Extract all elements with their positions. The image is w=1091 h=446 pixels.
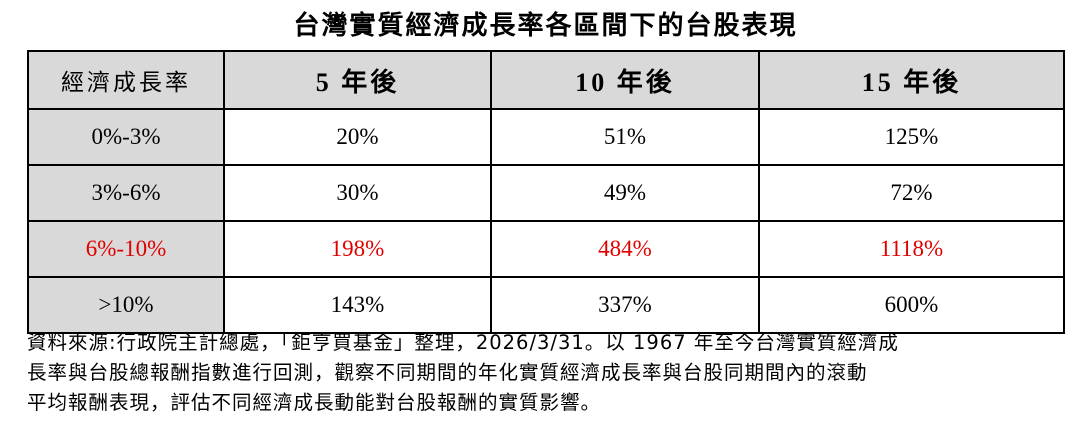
cell-10-year-return: 51% (490, 108, 760, 166)
header-15-years: 15 年後 (758, 50, 1065, 110)
cell-15-year-return: 1118% (758, 220, 1065, 278)
table-title: 台灣實質經濟成長率各區間下的台股表現 (293, 11, 798, 41)
cell-5-year-return: 198% (223, 220, 492, 278)
cell-15-year-return: 600% (758, 276, 1065, 334)
cell-5-year-return: 143% (223, 276, 492, 334)
source-note: 資料來源:行政院主計總處，「鉅亨買基金」整理，2026/3/31。以 1967 … (27, 328, 1067, 418)
table-row: 3%-6% 30% 49% 72% (27, 164, 1065, 222)
header-row: 經濟成長率 5 年後 10 年後 15 年後 (27, 50, 1065, 110)
cell-15-year-return: 125% (758, 108, 1065, 166)
source-note-line: 長率與台股總報酬指數進行回測，觀察不同期間的年化實質經濟成長率與台股同期間內的滾… (27, 361, 868, 384)
table-row: >10% 143% 337% 600% (27, 276, 1065, 334)
cell-10-year-return: 484% (490, 220, 760, 278)
cell-5-year-return: 20% (223, 108, 492, 166)
row-growth-range: 6%-10% (27, 220, 225, 278)
cell-10-year-return: 49% (490, 164, 760, 222)
row-growth-range: 3%-6% (27, 164, 225, 222)
cell-5-year-return: 30% (223, 164, 492, 222)
source-note-line: 平均報酬表現，評估不同經濟成長動能對台股報酬的實質影響。 (27, 391, 602, 414)
source-note-line: 資料來源:行政院主計總處，「鉅亨買基金」整理，2026/3/31。以 1967 … (27, 331, 899, 354)
performance-table: 經濟成長率 5 年後 10 年後 15 年後 0%-3% 20% 51% 125… (27, 50, 1065, 334)
row-growth-range: >10% (27, 276, 225, 334)
table-row-highlighted: 6%-10% 198% 484% 1118% (27, 220, 1065, 278)
header-5-years: 5 年後 (223, 50, 492, 110)
table-row: 0%-3% 20% 51% 125% (27, 108, 1065, 166)
header-10-years: 10 年後 (490, 50, 760, 110)
cell-10-year-return: 337% (490, 276, 760, 334)
header-growth-rate: 經濟成長率 (27, 50, 225, 110)
cell-15-year-return: 72% (758, 164, 1065, 222)
row-growth-range: 0%-3% (27, 108, 225, 166)
